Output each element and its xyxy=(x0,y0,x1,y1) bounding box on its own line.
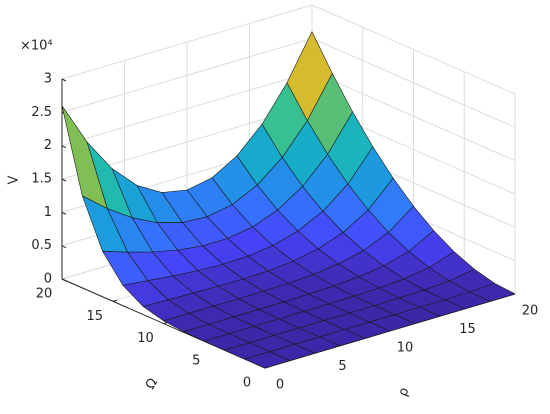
y-axis-label: Ω xyxy=(143,376,161,392)
z-tick-label: 3 xyxy=(44,72,52,87)
y-tick-label: 20 xyxy=(36,287,53,302)
y-tick-label: 5 xyxy=(192,353,200,368)
x-tick-label: 5 xyxy=(338,359,346,374)
x-tick-label: 15 xyxy=(459,322,476,337)
grid-line xyxy=(311,37,516,128)
grid-line xyxy=(311,71,516,162)
tick-mark xyxy=(61,211,67,215)
exponent-label: ×10⁴ xyxy=(20,39,53,54)
surface-patch xyxy=(244,351,291,369)
grid-line xyxy=(61,4,313,80)
z-tick-label: 0 xyxy=(44,272,52,287)
grid-line xyxy=(61,37,313,113)
z-tick-label: 2 xyxy=(44,138,52,153)
z-tick-label: 2.5 xyxy=(31,105,52,120)
z-axis-label: V xyxy=(7,175,22,184)
grid-line xyxy=(61,71,313,147)
y-tick-label: 15 xyxy=(86,309,103,324)
tick-mark xyxy=(61,145,67,149)
x-tick-label: 10 xyxy=(397,341,414,356)
z-tick-label: 1 xyxy=(44,205,52,220)
x-axis-label: ρ xyxy=(396,386,413,399)
z-tick-label: 0.5 xyxy=(31,238,52,253)
grid-line xyxy=(311,4,516,95)
tick-mark xyxy=(61,245,67,249)
y-tick-label: 10 xyxy=(137,331,154,346)
tick-mark xyxy=(61,178,67,182)
z-tick-label: 1.5 xyxy=(31,172,52,187)
x-tick-label: 20 xyxy=(522,304,539,319)
y-tick-label: 0 xyxy=(243,376,251,391)
x-tick-label: 0 xyxy=(276,378,284,393)
tick-mark xyxy=(61,78,67,82)
